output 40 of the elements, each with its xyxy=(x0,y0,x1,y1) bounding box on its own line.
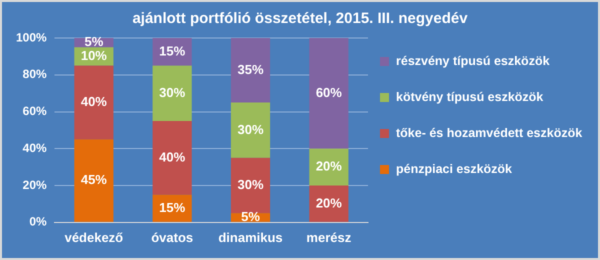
x-tick-label: dinamikus xyxy=(218,230,283,245)
y-tick-label: 40% xyxy=(22,140,48,155)
data-label: 20% xyxy=(316,195,342,210)
data-label: 15% xyxy=(159,43,186,58)
x-tick-label: merész xyxy=(306,230,352,245)
legend-label: tőke- és hozamvédett eszközök xyxy=(396,126,582,140)
data-label: 60% xyxy=(316,84,342,100)
bar xyxy=(309,186,348,222)
y-tick-label: 100% xyxy=(16,30,48,44)
data-label: 15% xyxy=(159,200,186,215)
data-label: 35% xyxy=(237,62,264,77)
legend-label: részvény típusú eszközök xyxy=(396,54,550,68)
x-tick-label: óvatos xyxy=(151,230,194,245)
bar xyxy=(152,66,192,121)
legend-label: kötvény típusú eszközök xyxy=(396,90,544,104)
bar xyxy=(309,38,348,149)
bar xyxy=(74,66,114,140)
chart-title: ajánlott portfólió összetétel, 2015. III. negyedév xyxy=(132,10,468,28)
data-label: 5% xyxy=(84,34,104,50)
bar xyxy=(230,38,270,103)
bar xyxy=(309,148,348,186)
bar xyxy=(152,120,192,195)
data-label: 10% xyxy=(80,48,108,64)
y-tick-label: 20% xyxy=(22,178,48,192)
y-tick-label: 0% xyxy=(29,214,48,229)
data-label: 30% xyxy=(159,84,186,100)
data-label: 20% xyxy=(316,158,342,174)
data-label: 40% xyxy=(159,149,186,164)
data-label: 30% xyxy=(237,122,264,137)
y-tick-label: 60% xyxy=(22,104,48,118)
bar xyxy=(230,158,270,214)
legend-label: pénzpiaci eszközök xyxy=(396,162,512,176)
x-tick-label: védekező xyxy=(64,230,124,245)
data-label: 40% xyxy=(80,94,108,110)
bar xyxy=(230,102,270,158)
bar xyxy=(74,139,114,222)
data-label: 30% xyxy=(237,177,264,192)
data-label: 45% xyxy=(80,172,108,188)
data-label: 5% xyxy=(241,209,260,224)
y-tick-label: 80% xyxy=(22,67,48,82)
